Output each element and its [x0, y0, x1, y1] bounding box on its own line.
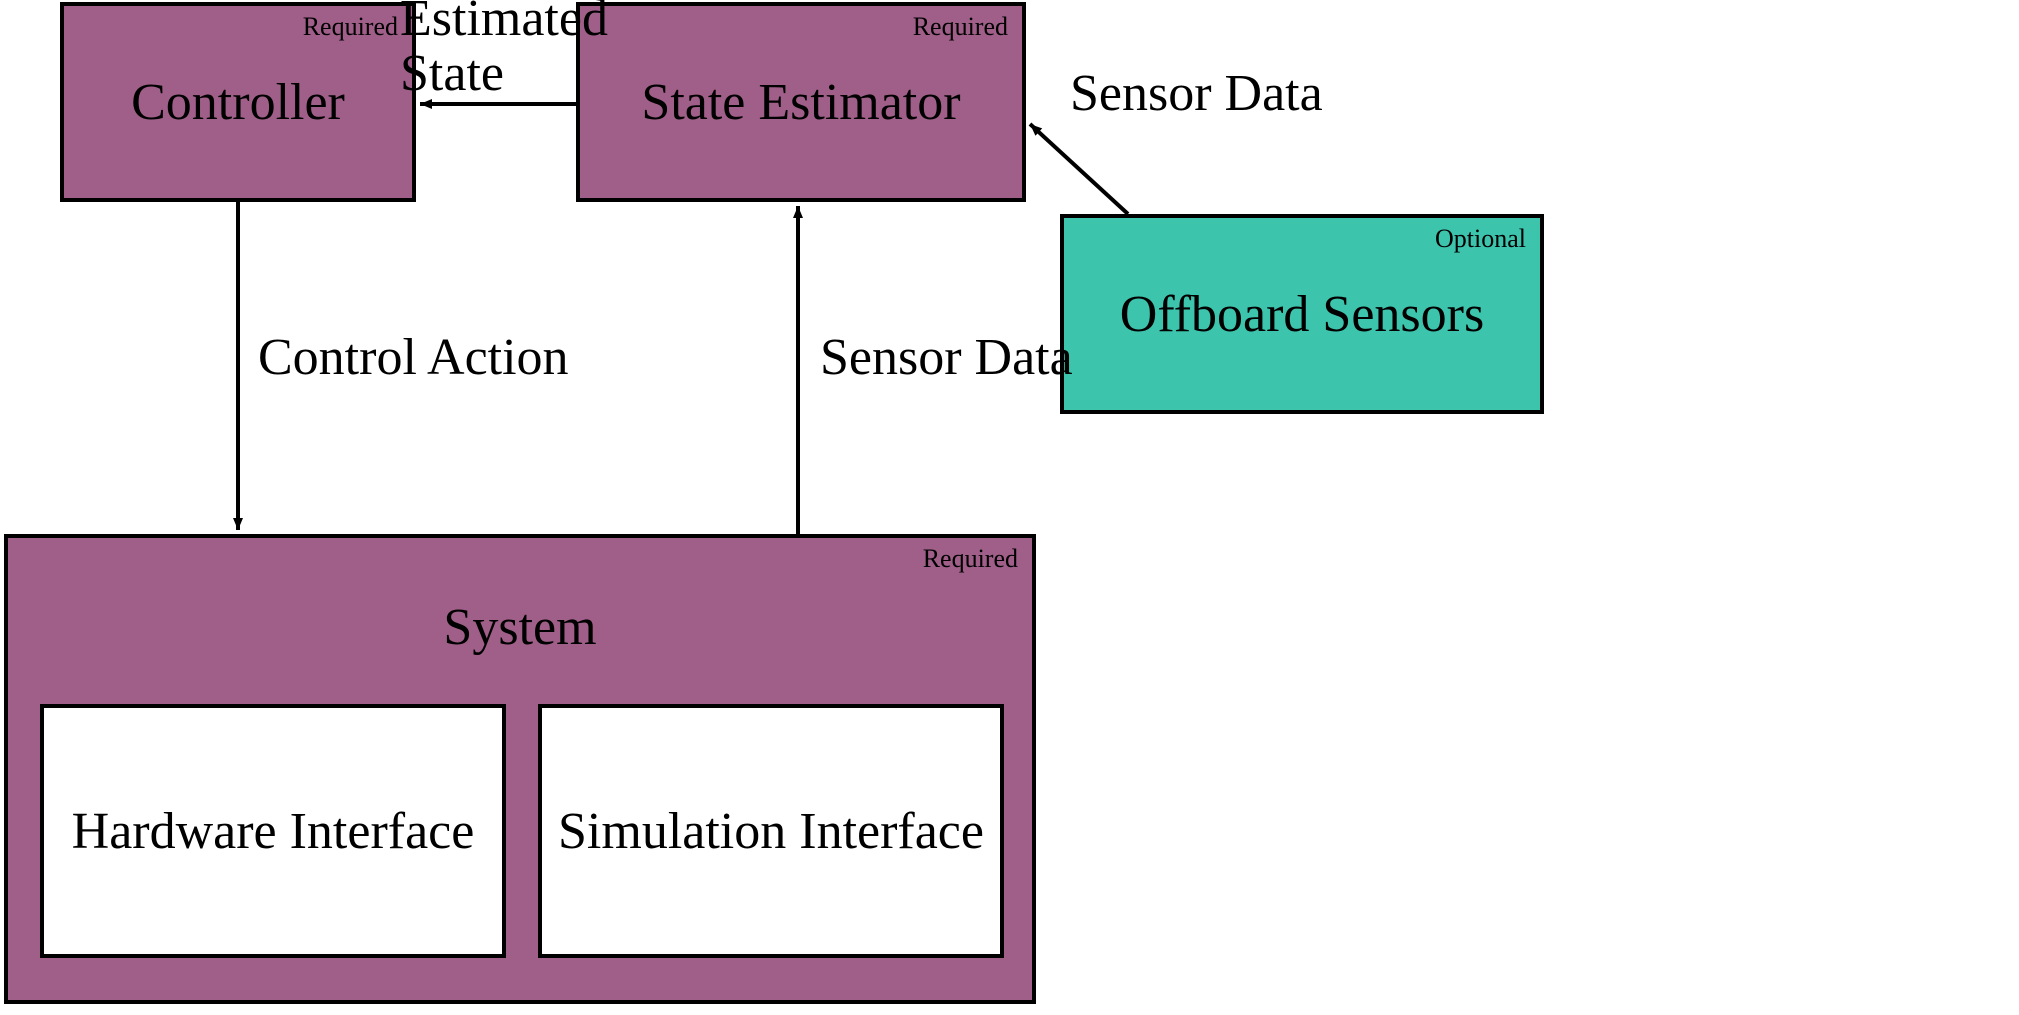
edge-sensor-data-offboard-label: Sensor Data [1070, 64, 1323, 123]
diagram-canvas: Required Controller Required State Estim… [0, 0, 2019, 1015]
edge-sensor-data-offboard [0, 0, 2019, 1015]
